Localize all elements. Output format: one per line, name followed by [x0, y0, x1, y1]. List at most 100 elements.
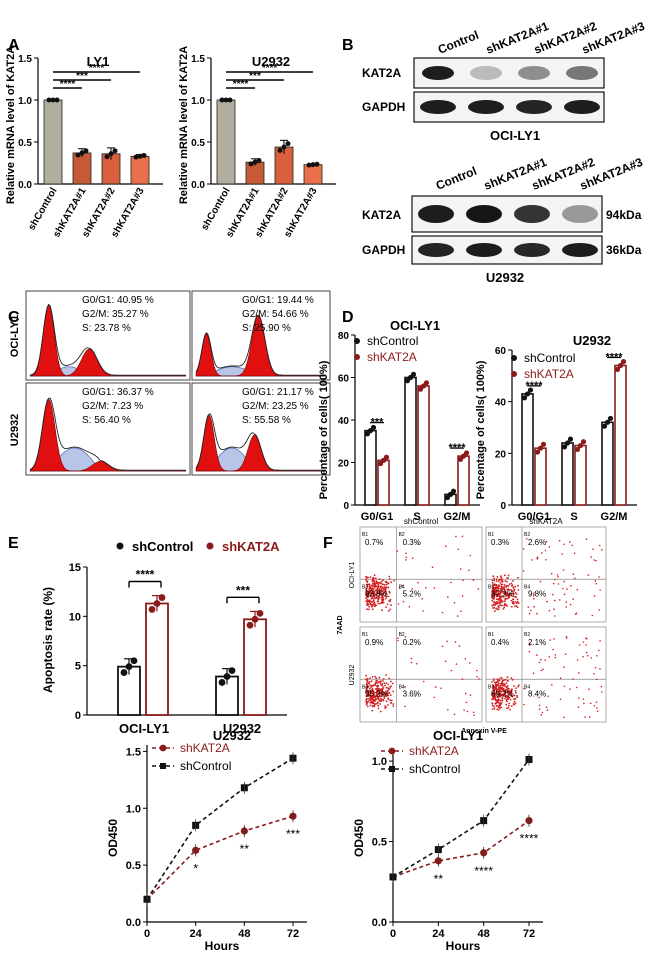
- flow-event: [599, 589, 601, 591]
- panel-c-plot-2-s: S: 56.40 %: [82, 415, 131, 426]
- panel-d-chart-1-dot-0-0-1: [524, 391, 531, 397]
- flow-event: [378, 690, 381, 692]
- flow-event: [512, 600, 515, 603]
- flow-event: [447, 596, 449, 598]
- flow-event: [569, 541, 571, 543]
- flow-event: [507, 574, 510, 577]
- flow-event: [372, 699, 375, 702]
- flow-event: [586, 638, 588, 640]
- flow-event: [385, 691, 388, 694]
- flow-event: [585, 651, 588, 654]
- flow-event: [456, 615, 459, 617]
- flow-event: [517, 602, 520, 604]
- flow-event: [513, 700, 516, 703]
- flow-event: [374, 589, 377, 592]
- panel-a-chart-0-dot-3-1: [137, 153, 143, 159]
- panel-g-chart-0-xlabel: Hours: [205, 939, 240, 953]
- flow-event: [495, 607, 497, 610]
- flow-event: [381, 609, 383, 612]
- flow-event: [469, 694, 472, 696]
- flow-event: [397, 637, 399, 639]
- flow-event: [529, 644, 531, 646]
- flow-event: [554, 615, 556, 617]
- flow-event: [601, 548, 603, 551]
- panel-f-plot-0-b4: 5.2%: [403, 589, 421, 598]
- panel-c-plot-0-g2m-peak: [30, 348, 186, 377]
- flow-event: [504, 689, 507, 691]
- panel-g-chart-1-ytick-label: 0.0: [372, 917, 387, 929]
- flow-event: [494, 702, 497, 705]
- panel-letter-d: D: [342, 309, 354, 326]
- flow-event: [379, 691, 382, 694]
- panel-f-col-label-0: shControl: [404, 517, 438, 526]
- flow-event: [365, 679, 368, 681]
- flow-event: [512, 595, 515, 598]
- flow-event: [564, 653, 567, 655]
- flow-event: [369, 603, 372, 605]
- panel-e-dot-0-1-2: [158, 594, 166, 601]
- panel-g-chart-0-xtick-label: 24: [190, 928, 203, 940]
- flow-event: [493, 600, 495, 603]
- flow-event: [500, 595, 503, 598]
- panel-c-plot-3-g0g1: G0/G1: 21.17 %: [242, 387, 314, 398]
- panel-f-plot-3-b4: 8.4%: [528, 689, 546, 698]
- flow-event: [373, 704, 376, 707]
- panel-b-top-kat2a-band-0: [422, 66, 454, 80]
- flow-event: [386, 603, 389, 606]
- flow-event: [453, 602, 456, 604]
- flow-event: [552, 582, 555, 585]
- panel-b-bottom-kat2a-band-2: [514, 205, 550, 223]
- flow-event: [365, 688, 368, 690]
- flow-event: [371, 685, 374, 688]
- flow-event: [374, 675, 376, 678]
- flow-event: [373, 574, 376, 577]
- flow-event: [366, 692, 368, 694]
- panel-a-chart-0-ytick-label: 1.5: [18, 54, 32, 65]
- flow-event: [510, 694, 513, 697]
- panel-f-plot-3-events: [491, 635, 603, 719]
- flow-event: [371, 585, 374, 588]
- flow-event: [371, 608, 374, 611]
- panel-g-chart-1-title: OCI-LY1: [433, 728, 483, 743]
- flow-event: [565, 606, 567, 608]
- flow-event: [377, 681, 380, 683]
- flow-event: [377, 693, 379, 696]
- panel-b-bottom-kat2a-band-1: [466, 205, 502, 223]
- flow-event: [459, 568, 462, 570]
- flow-event: [496, 704, 498, 707]
- flow-event: [497, 701, 500, 704]
- flow-event: [411, 557, 414, 559]
- panel-g-chart-1-legend-label-0: shKAT2A: [409, 744, 459, 758]
- flow-event: [373, 594, 375, 596]
- flow-event: [503, 600, 506, 603]
- flow-event: [503, 606, 506, 609]
- flow-event: [510, 599, 513, 602]
- flow-event: [499, 686, 502, 689]
- panel-f-plot-1-frame: [485, 526, 607, 623]
- flow-event: [598, 576, 600, 578]
- flow-event: [497, 688, 499, 691]
- flow-event: [495, 699, 497, 702]
- flow-event: [465, 701, 468, 704]
- panel-e-sig-1: ***: [236, 583, 250, 597]
- flow-event: [533, 592, 535, 594]
- panel-g-chart-0-ytick-label: 1.5: [126, 746, 141, 758]
- flow-event: [365, 685, 368, 688]
- flow-event: [571, 544, 573, 547]
- panel-d-chart-0-ytick-label: 20: [338, 459, 350, 470]
- panel-d-chart-1-dot-1-1-0: [574, 446, 581, 453]
- panel-d-legend-1-label-1: shKAT2A: [524, 367, 574, 381]
- flow-event: [372, 694, 374, 697]
- flow-event: [496, 576, 499, 578]
- panel-d-chart-0-ylabel: Percentage of cells( 100%): [318, 360, 330, 499]
- flow-event: [506, 580, 508, 583]
- panel-e-ytick-label: 15: [69, 562, 81, 574]
- flow-event: [374, 696, 377, 698]
- flow-event: [562, 569, 565, 571]
- panel-f-plot-3-qname-b1: B1: [488, 632, 494, 638]
- flow-event: [563, 716, 565, 719]
- flow-event: [594, 580, 597, 582]
- flow-event: [515, 691, 517, 694]
- flow-event: [530, 609, 532, 612]
- panel-d-chart-1-ytick-label: 40: [495, 398, 507, 409]
